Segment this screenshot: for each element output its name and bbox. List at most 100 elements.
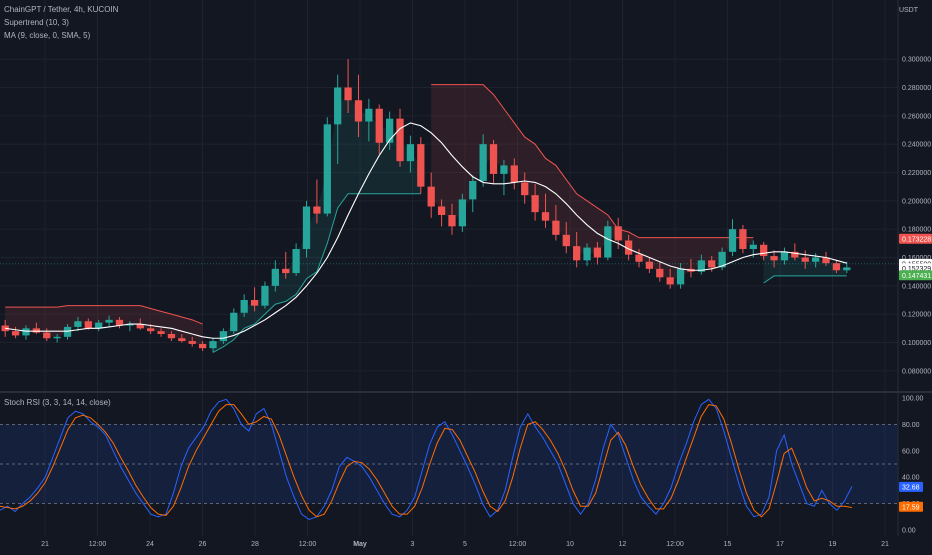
candle — [822, 251, 830, 266]
candle-body — [1, 325, 9, 332]
candle-body — [437, 206, 446, 215]
price-tick-label: 0.100000 — [902, 340, 931, 347]
candle — [479, 134, 487, 187]
candle — [739, 224, 747, 254]
candle-body — [645, 261, 654, 269]
candle-body — [676, 268, 685, 285]
candle — [396, 108, 404, 167]
candle — [22, 325, 30, 340]
candle — [593, 241, 602, 265]
candle-body — [292, 249, 300, 274]
candle-body — [282, 268, 290, 274]
price-tick-label: 0.180000 — [902, 227, 931, 234]
candle — [489, 139, 498, 184]
candle-body — [115, 319, 124, 326]
supertrend-legend[interactable]: Supertrend (10, 3) — [4, 18, 69, 27]
time-tick-label: 21 — [881, 541, 889, 548]
candle — [219, 328, 228, 344]
candle — [115, 317, 124, 329]
stoch-tag: 32.68 — [899, 481, 923, 492]
candle-body — [562, 234, 570, 247]
candle-body — [521, 182, 529, 196]
candle — [791, 243, 799, 261]
candle-body — [510, 165, 518, 183]
candle-body — [43, 332, 51, 339]
candle-body — [728, 229, 737, 252]
candle-body — [188, 341, 196, 344]
price-tick-label: 0.280000 — [902, 85, 931, 92]
grid-lines — [0, 0, 898, 536]
candle-body — [250, 300, 259, 306]
candle — [427, 172, 435, 218]
candle-body — [760, 244, 768, 257]
time-tick-label: 3 — [411, 541, 415, 548]
time-tick-label: 24 — [146, 541, 154, 548]
candle-body — [84, 321, 92, 329]
price-tick-label: 0.240000 — [902, 142, 931, 149]
candle-body — [375, 108, 383, 143]
candle — [365, 98, 373, 142]
price-tag-bg — [899, 270, 932, 281]
candle-body — [624, 240, 633, 255]
candle — [261, 281, 269, 309]
candle-body — [126, 324, 134, 326]
time-tick-label: 10 — [566, 541, 574, 548]
candle-body — [500, 165, 508, 174]
candle-body — [666, 277, 674, 285]
stoch-tick-label: 40.00 — [902, 475, 920, 482]
candle-body — [770, 256, 778, 261]
candle-body — [427, 186, 435, 207]
candle — [500, 159, 508, 196]
candle — [697, 254, 705, 275]
supertrend-fill-down — [5, 305, 203, 347]
candle-body — [396, 118, 404, 162]
moving-average-series — [0, 122, 898, 339]
candle-body — [240, 300, 248, 313]
candle-body — [822, 257, 830, 264]
candle-body — [230, 312, 238, 332]
candle-body — [832, 263, 841, 271]
candle — [43, 328, 51, 342]
candle — [385, 111, 394, 150]
price-tick-label: 0.140000 — [902, 283, 931, 290]
candle-body — [11, 331, 20, 336]
candlestick-series — [1, 59, 851, 353]
candle-body — [583, 247, 591, 261]
candle-body — [541, 212, 550, 221]
candle — [32, 322, 41, 334]
candle-body — [302, 206, 311, 249]
candle — [801, 250, 809, 269]
time-tick-label: 19 — [829, 541, 837, 548]
price-axis[interactable]: 0.300000 0.280000 0.260000 0.240000 0.220000… — [899, 57, 932, 376]
candle-body — [791, 251, 799, 258]
symbol-title[interactable]: ChainGPT / Tether, 4h, KUCOIN — [4, 5, 119, 14]
candle-body — [313, 206, 321, 214]
candle — [635, 249, 643, 268]
candle-body — [656, 268, 664, 278]
candle — [302, 200, 311, 258]
time-tick-label: 12:00 — [89, 541, 107, 548]
candle — [230, 308, 238, 334]
supertrend-line-up — [763, 275, 847, 284]
stoch-d-line — [0, 404, 853, 518]
candle — [95, 319, 103, 332]
candle-body — [718, 251, 726, 268]
candle — [313, 179, 321, 224]
time-tick-label: 26 — [199, 541, 207, 548]
candle — [770, 250, 778, 268]
candle-body — [385, 118, 394, 143]
ma-legend[interactable]: MA (9, close, 0, SMA, 5) — [4, 31, 91, 40]
candle-body — [209, 341, 217, 349]
time-axis[interactable]: 21 12:00 24 26 28 12:00 May 3 5 12:00 10 12 12:00 15 1… — [0, 536, 932, 550]
candle-body — [417, 144, 425, 187]
price-tag: 0.147431 — [899, 270, 932, 281]
candle-body — [178, 338, 186, 342]
stoch-rsi-legend[interactable]: Stoch RSI (3, 3, 14, 14, close) — [4, 398, 111, 407]
stoch-band — [0, 424, 898, 504]
time-tick-label: 12:00 — [509, 541, 527, 548]
candle — [531, 183, 539, 221]
candle-body — [593, 247, 602, 258]
